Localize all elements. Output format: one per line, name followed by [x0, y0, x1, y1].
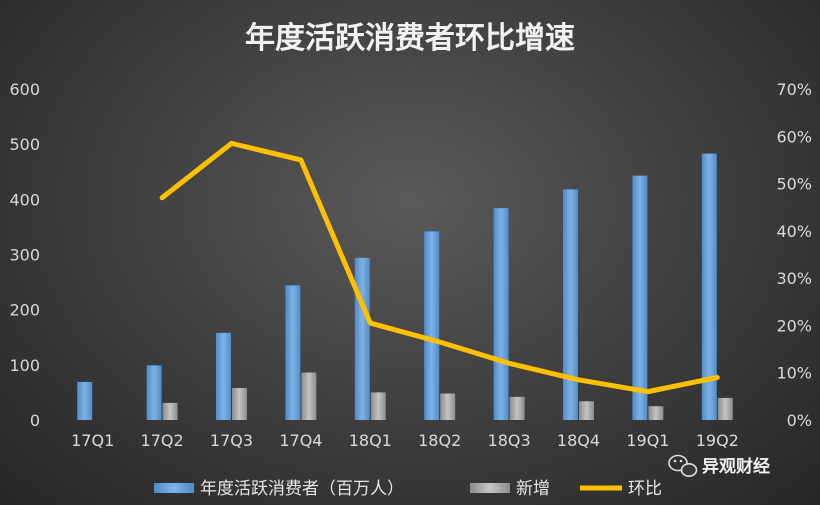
y2-tick-label: 40% — [776, 222, 812, 241]
chart-title: 年度活跃消费者环比增速 — [245, 21, 575, 56]
y-tick-label: 200 — [9, 301, 40, 320]
legend-label: 新增 — [516, 479, 550, 499]
legend: 年度活跃消费者（百万人） 新增 环比 — [154, 479, 662, 499]
y2-tick-label: 60% — [776, 127, 812, 146]
bar-new-added — [717, 397, 733, 420]
ratio-line-path — [159, 140, 720, 395]
y-tick-label: 400 — [9, 190, 40, 209]
y-tick-label: 500 — [9, 135, 40, 154]
bar-new-added — [440, 393, 456, 420]
left-axis: 0 100 200 300 400 500 600 — [9, 80, 40, 430]
bar-active-consumers — [563, 189, 578, 420]
bar-active-consumers — [424, 231, 440, 420]
bar-active-consumers — [354, 257, 370, 420]
x-tick-label: 17Q1 — [71, 431, 114, 450]
y-tick-label: 600 — [9, 80, 40, 99]
y2-tick-label: 70% — [776, 80, 812, 99]
y-tick-label: 100 — [9, 356, 40, 375]
bars — [77, 153, 733, 421]
bar-new-added — [162, 402, 178, 420]
y-tick-label: 300 — [9, 246, 40, 265]
y2-tick-label: 50% — [776, 175, 812, 194]
y-tick-label: 0 — [30, 411, 40, 430]
bar-active-consumers — [216, 332, 231, 420]
y2-tick-label: 30% — [776, 269, 812, 288]
ratio-line — [159, 140, 720, 395]
x-tick-label: 17Q3 — [210, 431, 253, 450]
x-tick-label: 18Q3 — [488, 431, 531, 450]
x-tick-label: 19Q1 — [626, 431, 669, 450]
bar-new-added — [370, 392, 386, 420]
y2-tick-label: 20% — [776, 316, 812, 335]
y2-tick-label: 0% — [787, 411, 812, 430]
right-axis: 0% 10% 20% 30% 40% 50% 60% 70% — [776, 80, 812, 430]
bar-new-added — [301, 372, 317, 420]
x-tick-label: 18Q2 — [418, 431, 461, 450]
bar-new-added — [232, 388, 247, 420]
x-tick-label: 18Q4 — [557, 431, 600, 450]
legend-label: 年度活跃消费者（百万人） — [200, 479, 404, 499]
wechat-icon — [668, 454, 698, 477]
x-tick-label: 19Q2 — [696, 431, 739, 450]
legend-swatch — [470, 483, 510, 493]
watermark-text: 异观财经 — [702, 456, 770, 477]
x-axis: 17Q1 17Q2 17Q3 17Q4 18Q1 18Q2 18Q3 18Q4 19Q1 19Q2 — [71, 431, 739, 450]
x-tick-label: 17Q2 — [141, 431, 184, 450]
x-tick-label: 17Q4 — [279, 431, 322, 450]
x-tick-label: 18Q1 — [349, 431, 392, 450]
bar-new-added — [579, 401, 594, 420]
bar-active-consumers — [77, 381, 93, 420]
bar-active-consumers — [632, 175, 648, 420]
bar-active-consumers — [701, 153, 717, 421]
watermark: 异观财经 — [668, 454, 770, 477]
bar-active-consumers — [285, 285, 301, 420]
bar-new-added — [648, 406, 664, 420]
y2-tick-label: 10% — [776, 364, 812, 383]
legend-label: 环比 — [628, 479, 662, 499]
legend-swatch — [154, 483, 194, 493]
bar-active-consumers — [493, 208, 509, 420]
bar-new-added — [509, 396, 525, 420]
bar-active-consumers — [146, 365, 162, 420]
